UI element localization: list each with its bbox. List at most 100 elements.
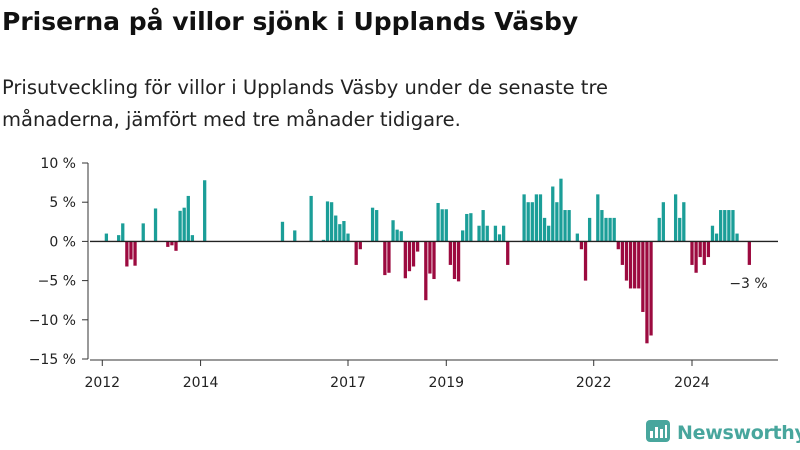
bar	[612, 217, 616, 242]
bar	[391, 220, 395, 242]
bar	[346, 233, 350, 242]
bar	[747, 241, 751, 265]
bar	[190, 235, 195, 242]
bar	[481, 210, 485, 242]
chart-title: Priserna på villor sjönk i Upplands Väsb…	[2, 7, 579, 36]
bar	[633, 241, 637, 289]
bar	[608, 217, 612, 242]
bar	[493, 225, 498, 242]
bar	[383, 241, 387, 276]
bar	[461, 230, 465, 242]
bar	[501, 225, 506, 242]
bar	[620, 241, 625, 265]
bar-chart: 10 %5 %0 %−5 %−10 %−15 % 2012 2014 2017 201…	[29, 156, 778, 391]
bar	[395, 229, 399, 242]
bar	[325, 201, 330, 242]
bar	[723, 210, 727, 242]
bar	[542, 217, 547, 242]
bar	[673, 194, 678, 242]
bar	[702, 241, 706, 265]
bar	[444, 209, 448, 242]
bar	[469, 213, 473, 242]
bar	[727, 210, 731, 242]
bar	[415, 241, 420, 252]
bar	[649, 241, 653, 336]
bar	[309, 195, 313, 242]
bar	[506, 241, 510, 265]
bar	[170, 241, 174, 246]
bar	[628, 241, 633, 289]
bar	[637, 241, 641, 289]
bar	[133, 241, 137, 266]
bar	[104, 233, 109, 242]
bar	[186, 195, 190, 242]
bar	[657, 217, 661, 242]
bar	[141, 223, 145, 242]
bar	[522, 194, 526, 242]
bar	[121, 223, 125, 242]
bar	[555, 202, 559, 242]
bar	[551, 186, 555, 242]
x-tick-label: 2017	[330, 375, 366, 391]
bar	[403, 241, 407, 279]
bar	[497, 234, 502, 242]
bar	[129, 241, 133, 260]
bar	[465, 213, 469, 242]
bar	[698, 241, 702, 258]
bar	[530, 202, 534, 242]
bar	[710, 225, 715, 242]
bar	[731, 210, 735, 242]
bar	[714, 233, 719, 242]
y-tick-label: 0 %	[49, 234, 76, 250]
bar	[485, 225, 489, 242]
bar	[719, 210, 723, 242]
y-axis: 10 % 5 % 0 % −5 % −10 % −15 %	[29, 156, 89, 368]
bar	[624, 241, 629, 281]
y-tick-label: 5 %	[49, 195, 76, 211]
bar	[645, 241, 649, 344]
bar	[567, 210, 571, 242]
bar	[579, 241, 584, 250]
bar	[407, 241, 412, 272]
bar	[526, 202, 530, 242]
bar	[329, 202, 334, 242]
bar	[575, 233, 579, 242]
x-tick-label: 2014	[183, 375, 219, 391]
y-tick-label: −10 %	[29, 313, 76, 329]
bar	[596, 194, 600, 242]
x-tick-label: 2012	[84, 375, 120, 391]
y-tick-label: −15 %	[29, 352, 76, 368]
bar	[661, 202, 665, 242]
bar	[706, 241, 711, 258]
bar	[125, 241, 129, 267]
bar	[563, 210, 567, 242]
x-tick-label: 2019	[428, 375, 464, 391]
bar	[358, 241, 362, 250]
bar	[547, 225, 551, 242]
bar	[440, 209, 444, 242]
x-tick-label: 2024	[674, 375, 710, 391]
bar	[153, 208, 158, 242]
bar	[424, 241, 428, 301]
bar	[280, 221, 285, 242]
bar	[354, 241, 358, 265]
bar	[342, 221, 346, 242]
chart-subtitle: Prisutveckling för villor i Upplands Väs…	[2, 76, 609, 131]
bar	[600, 210, 604, 242]
bar	[387, 241, 391, 273]
bar	[375, 210, 379, 242]
bar	[735, 233, 739, 242]
bar	[370, 207, 375, 242]
bar	[559, 178, 563, 242]
bar	[436, 202, 440, 242]
bar	[682, 202, 686, 242]
bar	[583, 241, 588, 281]
bar	[604, 217, 608, 242]
bar	[641, 241, 645, 312]
bar	[587, 217, 592, 242]
bar	[678, 217, 682, 242]
bar	[174, 241, 178, 251]
bar	[456, 241, 461, 282]
bar	[690, 241, 694, 265]
bar	[477, 225, 481, 242]
